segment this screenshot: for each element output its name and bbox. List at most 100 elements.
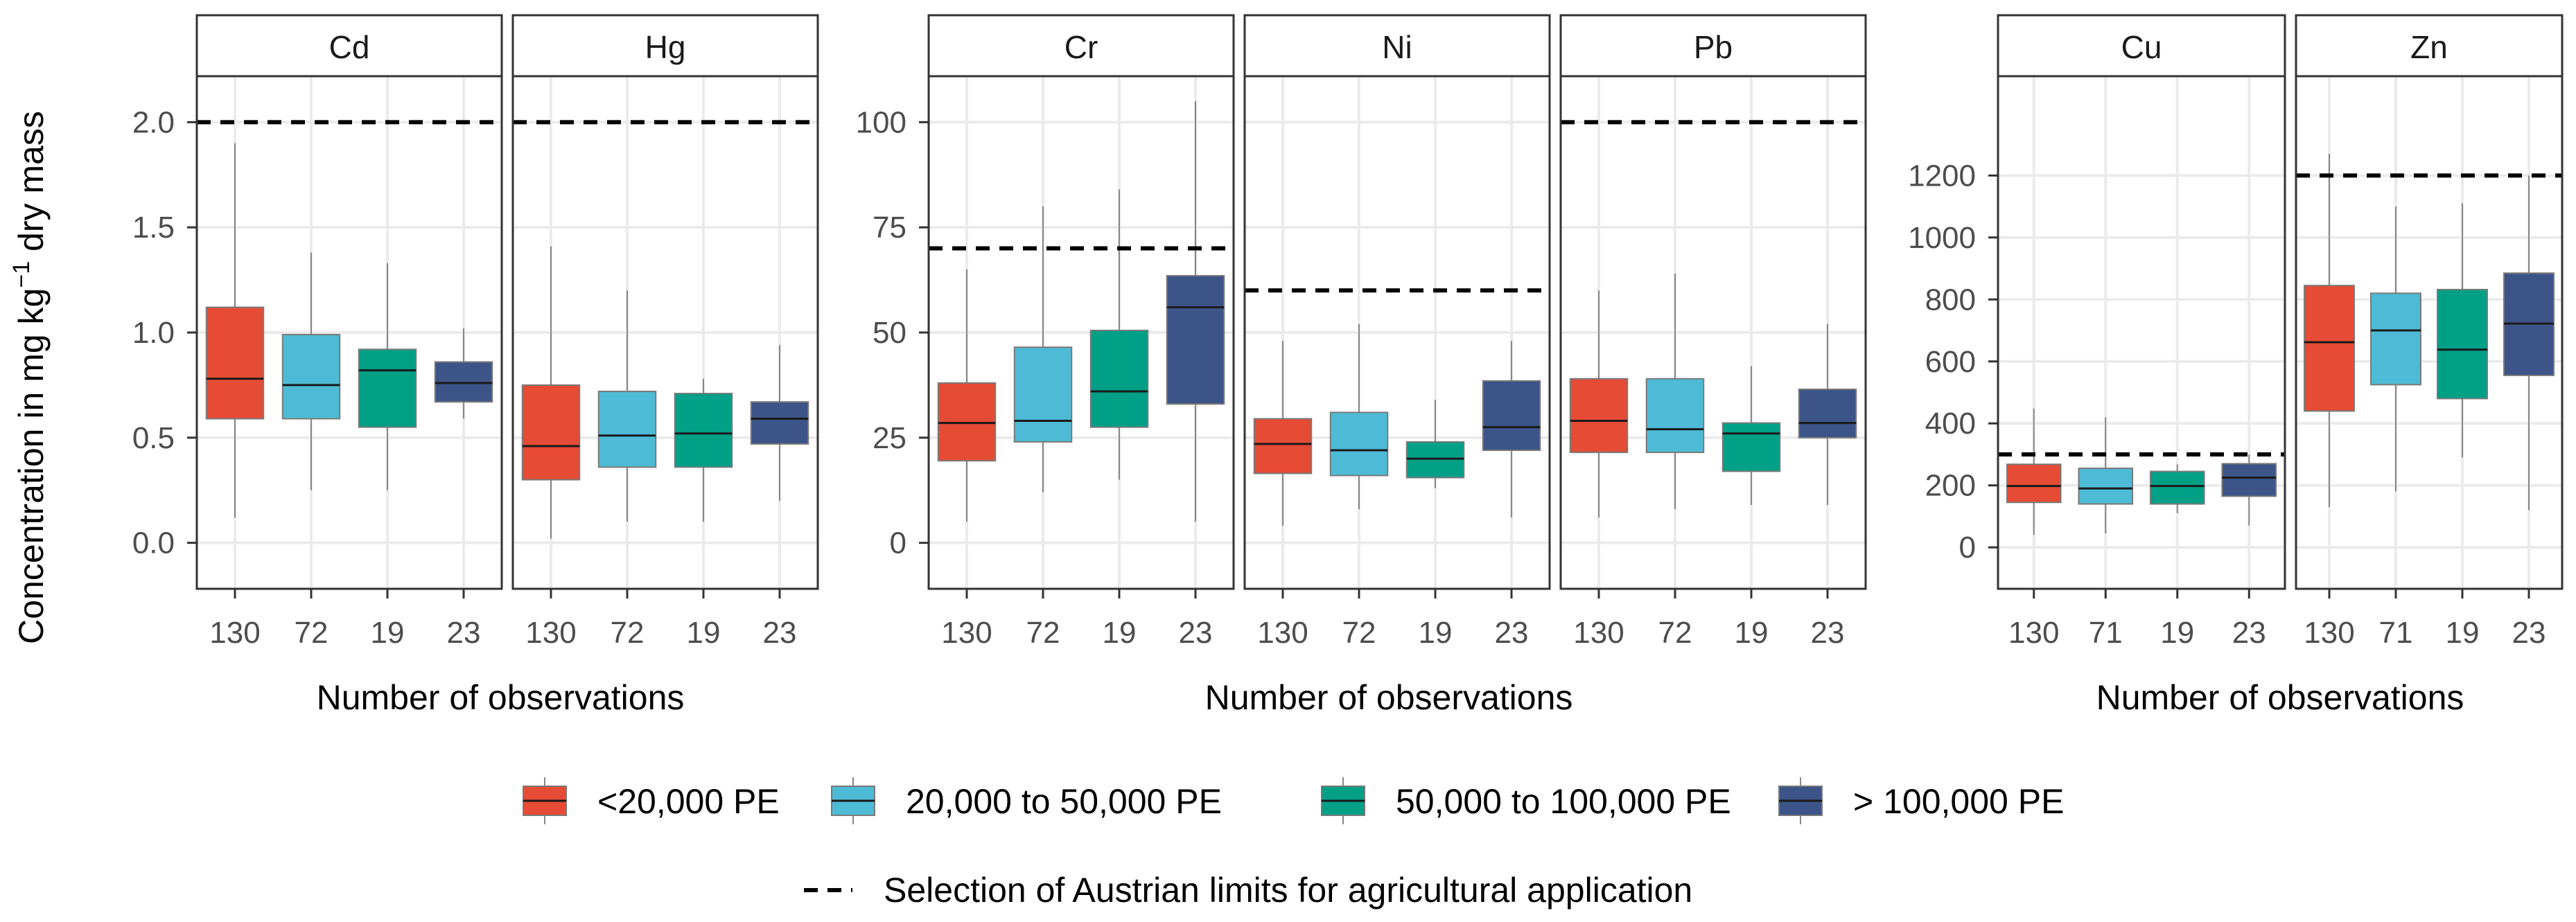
x-tick-label: 23 — [1811, 616, 1845, 650]
y-tick-label: 0 — [890, 526, 906, 560]
box-cu-1 — [2006, 408, 2062, 535]
y-tick-label: 1200 — [1908, 159, 1976, 193]
legend-label: 20,000 to 50,000 PE — [906, 782, 1222, 821]
x-tick-label: 72 — [295, 616, 328, 650]
box-iqr — [2370, 292, 2421, 386]
box-iqr — [1569, 378, 1629, 454]
panel-cr: Cr 130 72 19 23 — [927, 14, 1235, 650]
box-iqr — [597, 391, 657, 468]
strip-label-cd: Cd — [329, 29, 370, 65]
y-tick-label: 400 — [1925, 407, 1976, 441]
legend-label: > 100,000 PE — [1853, 782, 2064, 821]
x-tick-label: 130 — [2008, 616, 2059, 650]
x-tick-label: 130 — [941, 616, 992, 650]
strip-label-pb: Pb — [1694, 29, 1733, 65]
y-axis-title: Concentration in mg kg−1 dry mass — [8, 111, 51, 644]
legend-entry-4: > 100,000 PE — [1778, 777, 2064, 824]
box-cu-4 — [2221, 454, 2277, 526]
box-iqr — [2149, 470, 2205, 505]
y-tick-label: 1000 — [1908, 221, 1976, 255]
x-tick-label: 19 — [1103, 616, 1137, 650]
box-iqr — [2221, 463, 2277, 497]
x-tick-label: 23 — [1495, 616, 1529, 650]
box-iqr — [1166, 275, 1225, 405]
box-cr-2 — [1013, 206, 1073, 493]
box-iqr — [358, 348, 417, 428]
box-zn-2 — [2370, 206, 2421, 492]
legend-label: 50,000 to 100,000 PE — [1396, 782, 1731, 821]
y-axis-title-suffix: dry mass — [12, 111, 51, 261]
x-tick-label: 71 — [2089, 616, 2123, 650]
box-ni-1 — [1253, 341, 1313, 526]
x-tick-label: 130 — [525, 616, 576, 650]
y-tick-label: 0.5 — [132, 421, 175, 455]
y-tick-label: 200 — [1925, 469, 1976, 503]
box-zn-4 — [2503, 175, 2555, 511]
x-tick-label: 19 — [1419, 616, 1453, 650]
y-tick-label: 75 — [873, 211, 906, 245]
box-iqr — [434, 361, 493, 403]
x-tick-label: 19 — [687, 616, 721, 650]
panel-border-hg — [511, 75, 819, 590]
y-tick-label: 1.0 — [132, 316, 175, 350]
box-ni-2 — [1329, 323, 1389, 510]
x-axis-title-g2: Number of observations — [1205, 678, 1573, 717]
x-axis-titles: Number of observations Number of observat… — [317, 678, 2464, 717]
box-hg-1 — [521, 246, 581, 539]
box-cr-3 — [1089, 189, 1149, 480]
box-iqr — [1405, 441, 1465, 479]
panel-border-zn — [2295, 75, 2564, 590]
box-iqr — [521, 384, 581, 481]
panel-border-pb — [1559, 75, 1867, 590]
panel-cd: Cd 130 72 19 23 — [195, 14, 503, 650]
box-iqr — [750, 401, 809, 445]
box-iqr — [1013, 346, 1073, 443]
x-tick-label: 72 — [1342, 616, 1376, 650]
x-axis-title-g3: Number of observations — [2096, 678, 2464, 717]
y-tick-label: 600 — [1925, 345, 1976, 379]
legend-entry-1: <20,000 PE — [523, 777, 780, 824]
box-cu-3 — [2149, 464, 2205, 513]
y-axis-title-superscript: −1 — [8, 261, 35, 288]
panel-pb: Pb 130 72 19 23 — [1559, 14, 1867, 650]
panels: Cd 130 72 19 23 0.0 0.5 1.0 1.5 2.0 Hg 130 72 19 23 Cr 1… — [132, 14, 2564, 650]
box-iqr — [937, 382, 997, 462]
box-iqr — [1798, 388, 1857, 438]
strip-ni — [1243, 14, 1551, 78]
box-pb-3 — [1721, 366, 1781, 505]
panel-ni: Ni 130 72 19 23 — [1243, 14, 1551, 650]
box-hg-2 — [597, 290, 657, 522]
box-iqr — [1482, 380, 1541, 452]
box-zn-3 — [2437, 203, 2488, 458]
box-iqr — [674, 393, 733, 468]
box-cu-2 — [2078, 417, 2134, 534]
y-tick-label: 100 — [856, 105, 906, 139]
legend: <20,000 PE 20,000 to 50,000 PE 50,000 to 1… — [523, 777, 2064, 910]
x-tick-label: 71 — [2379, 616, 2413, 650]
y-axis-g1: 0.0 0.5 1.0 1.5 2.0 — [132, 105, 197, 560]
legend-label-limit: Selection of Austrian limits for agricul… — [884, 871, 1692, 910]
x-axis-title-g1: Number of observations — [317, 678, 685, 717]
x-tick-label: 19 — [2160, 616, 2194, 650]
box-cr-4 — [1166, 101, 1225, 522]
box-iqr — [2078, 468, 2134, 505]
box-hg-3 — [674, 378, 733, 522]
panel-zn: Zn 130 71 19 23 — [2295, 14, 2564, 650]
x-tick-label: 130 — [2304, 616, 2354, 650]
box-cd-1 — [205, 143, 265, 518]
x-tick-label: 130 — [1573, 616, 1624, 650]
box-iqr — [1645, 378, 1705, 454]
x-tick-label: 23 — [763, 616, 797, 650]
box-iqr — [1329, 411, 1389, 477]
box-iqr — [2437, 288, 2488, 400]
box-cd-3 — [358, 263, 417, 490]
x-tick-label: 23 — [2512, 616, 2546, 650]
strip-cd — [195, 14, 503, 78]
y-tick-label: 1.5 — [132, 211, 175, 245]
box-ni-4 — [1482, 341, 1541, 518]
panel-border-cu — [1997, 75, 2286, 590]
y-axis-g3: 0 200 400 600 800 1000 1200 — [1908, 159, 1998, 565]
y-tick-label: 25 — [873, 421, 906, 455]
box-pb-2 — [1645, 273, 1705, 510]
box-iqr — [1253, 418, 1313, 475]
